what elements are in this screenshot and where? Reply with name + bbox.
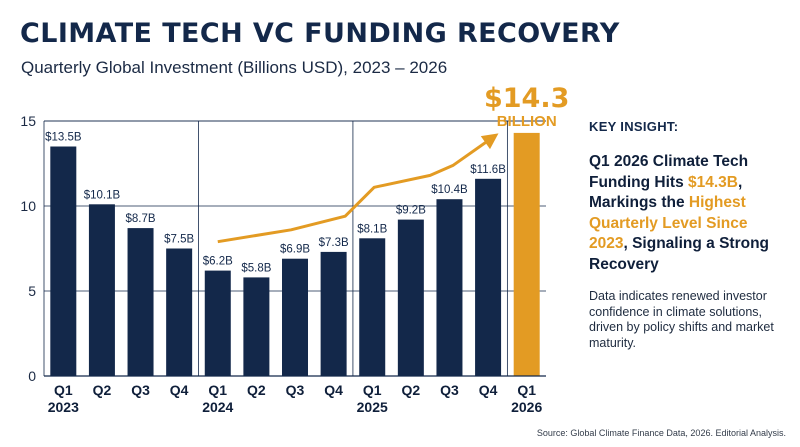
data-label: $8.1B xyxy=(357,223,387,235)
key-insight-panel: KEY INSIGHT: Q1 2026 Climate Tech Fundin… xyxy=(589,119,789,351)
x-tick-year: 2025 xyxy=(357,399,388,415)
y-tick-label: 0 xyxy=(28,368,36,384)
x-tick-quarter: Q2 xyxy=(93,382,112,398)
highlight-unit-label: BILLION xyxy=(497,113,557,130)
bar xyxy=(50,146,77,376)
data-label: $5.8B xyxy=(241,262,271,274)
bar xyxy=(127,228,154,376)
bar xyxy=(475,178,502,376)
headline-text: Q1 2026 Climate Tech Funding Hits xyxy=(589,153,749,191)
bar xyxy=(436,199,463,376)
headline-highlight: $14.3B xyxy=(688,173,738,191)
bar xyxy=(166,248,193,376)
bar-highlight xyxy=(513,132,540,376)
bar xyxy=(397,219,424,376)
headline-text: , Signaling a Strong Recovery xyxy=(589,235,770,273)
x-tick-year: 2026 xyxy=(511,399,542,415)
x-tick-quarter: Q1 xyxy=(208,382,227,398)
key-insight-body: Data indicates renewed investor confiden… xyxy=(589,289,774,350)
key-insight-headline: Q1 2026 Climate Tech Funding Hits $14.3B… xyxy=(589,152,789,275)
highlight-value-label: $14.3 xyxy=(484,83,569,114)
source-note: Source: Global Climate Finance Data, 202… xyxy=(536,428,786,438)
chart-subtitle: Quarterly Global Investment (Billions US… xyxy=(21,58,448,77)
x-tick-quarter: Q3 xyxy=(440,382,459,398)
data-label: $6.2B xyxy=(203,256,233,268)
key-insight-label: KEY INSIGHT: xyxy=(589,119,679,134)
bar xyxy=(204,270,231,376)
x-tick-quarter: Q1 xyxy=(363,382,382,398)
data-label: $10.1B xyxy=(84,189,121,201)
x-tick-year: 2023 xyxy=(48,399,79,415)
x-tick-quarter: Q4 xyxy=(324,382,343,398)
data-label: $9.2B xyxy=(396,205,426,217)
x-tick-quarter: Q1 xyxy=(517,382,536,398)
x-tick-year: 2024 xyxy=(202,399,233,415)
trend-arrow-head xyxy=(480,133,499,150)
data-label: $7.3B xyxy=(319,237,349,249)
data-label: $7.5B xyxy=(164,234,194,246)
y-tick-label: 10 xyxy=(20,198,36,214)
x-tick-quarter: Q4 xyxy=(479,382,498,398)
x-tick-quarter: Q2 xyxy=(247,382,266,398)
bar xyxy=(320,251,347,376)
x-tick-quarter: Q3 xyxy=(131,382,150,398)
chart-title: CLIMATE TECH VC FUNDING RECOVERY xyxy=(20,18,620,49)
data-label: $10.4B xyxy=(431,184,468,196)
data-label: $11.6B xyxy=(470,164,506,176)
x-tick-quarter: Q4 xyxy=(170,382,189,398)
y-tick-label: 5 xyxy=(28,283,36,299)
x-tick-quarter: Q3 xyxy=(286,382,305,398)
data-label: $8.7B xyxy=(126,213,156,225)
y-tick-label: 15 xyxy=(20,113,36,129)
bar-chart: 0 5 10 15 $13.5B $10.1B $8.7B $7.5B $6.2B $5.8B $6… xyxy=(20,83,569,415)
data-label: $6.9B xyxy=(280,244,310,256)
trend-arrow-line xyxy=(217,136,493,244)
bar xyxy=(88,204,115,376)
headline-text: , Markings the xyxy=(589,173,743,212)
data-label: $13.5B xyxy=(45,132,82,144)
x-tick-quarter: Q1 xyxy=(54,382,73,398)
bar xyxy=(243,277,270,376)
x-tick-quarter: Q2 xyxy=(402,382,421,398)
bar xyxy=(359,238,386,376)
headline-highlight: Highest Quarterly Level Since 2023 xyxy=(589,194,748,252)
bar xyxy=(282,258,308,376)
